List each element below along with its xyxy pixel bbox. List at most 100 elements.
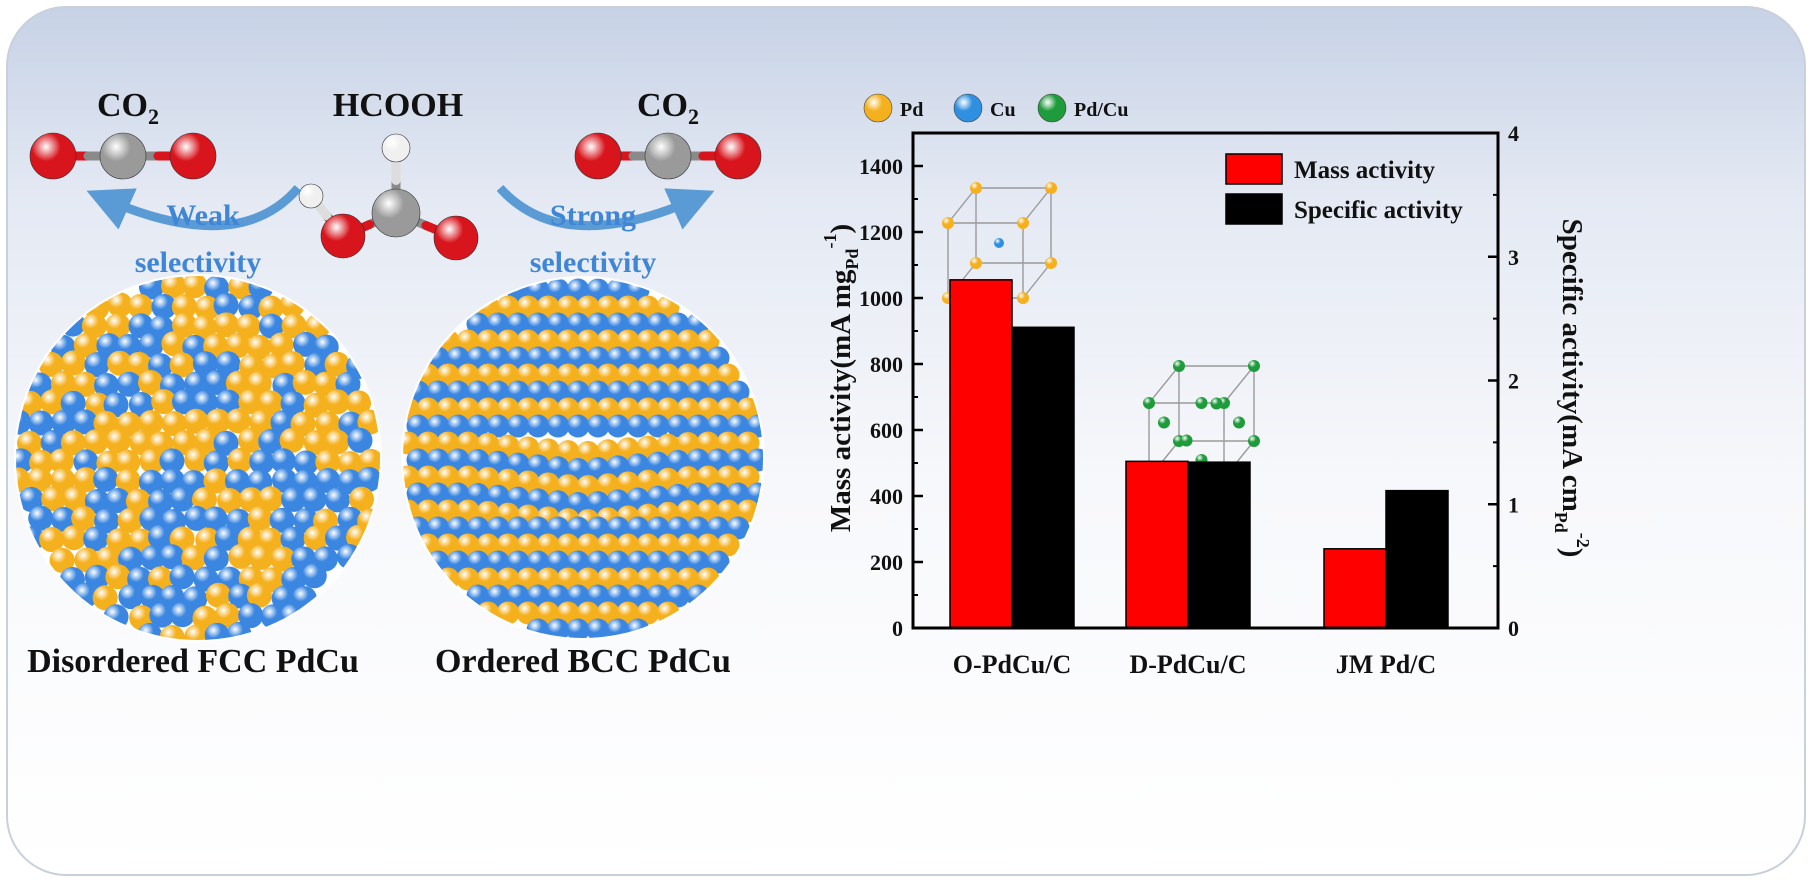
surface-atom — [516, 363, 540, 387]
label-sub: Pd — [842, 249, 862, 270]
surface-atom — [596, 397, 620, 421]
surface-atom — [149, 602, 175, 628]
surface-atom — [626, 516, 650, 540]
surface-atom — [646, 346, 670, 370]
surface-atom — [696, 431, 720, 455]
co2-right-base: CO — [637, 87, 688, 124]
y-tick-label-right: 3 — [1508, 245, 1519, 270]
surface-atom — [486, 584, 510, 608]
surface-atom — [566, 550, 590, 574]
surface-atom — [406, 414, 430, 438]
surface-atom — [596, 329, 620, 353]
surface-atom — [586, 312, 610, 336]
surface-atom — [626, 380, 650, 404]
atom-legend-label-1: Cu — [990, 99, 1016, 121]
surface-atom — [348, 486, 374, 512]
surface-atom — [446, 482, 470, 506]
surface-atom — [51, 409, 77, 435]
surface-atom — [726, 516, 750, 540]
surface-atom — [436, 431, 460, 455]
surface-atom — [403, 431, 420, 455]
surface-atom — [73, 467, 99, 493]
surface-atom — [556, 601, 580, 625]
surface-atom — [616, 397, 640, 421]
surface-atom — [41, 486, 67, 512]
surface-atom — [249, 449, 275, 475]
surface-atom — [676, 363, 700, 387]
surface-atom — [416, 499, 440, 523]
face-center-atom — [1180, 434, 1193, 447]
surface-atom — [666, 516, 690, 540]
co2-left-sub: 2 — [148, 104, 159, 129]
surface-atom — [184, 371, 210, 397]
surface-atom — [127, 293, 153, 319]
surface-atom — [596, 567, 620, 591]
surface-atom — [83, 526, 109, 552]
surface-atom — [107, 350, 133, 376]
surface-atom — [16, 467, 31, 493]
surface-atom — [556, 295, 580, 319]
x-tick-label: O-PdCu/C — [953, 650, 1071, 679]
surface-atom — [116, 371, 142, 397]
surface-atom — [456, 567, 480, 591]
surface-atom — [526, 516, 550, 540]
bar-mass-1 — [1125, 460, 1189, 629]
y-tick-label-left: 1000 — [859, 286, 903, 311]
hydrogen-atom — [381, 133, 411, 163]
surface-atom — [566, 346, 590, 370]
oxygen-atom — [714, 132, 762, 180]
surface-atom — [486, 516, 510, 540]
surface-atom — [706, 346, 730, 370]
surface-atom — [184, 505, 210, 531]
surface-atom — [736, 431, 760, 455]
surface-atom — [486, 312, 510, 336]
surface-atom — [436, 533, 460, 557]
surface-atom — [496, 567, 520, 591]
surface-atom — [746, 414, 763, 438]
surface-atom — [666, 312, 690, 336]
surface-atom — [84, 564, 110, 590]
surface-atom — [246, 334, 272, 360]
atom-cluster — [16, 276, 380, 640]
surface-atom — [169, 564, 195, 590]
surface-atom — [536, 397, 560, 421]
y-tick-label-left: 1200 — [859, 220, 903, 245]
surface-atom — [293, 450, 319, 476]
surface-atom — [466, 516, 490, 540]
surface-atom — [103, 392, 129, 418]
surface-atom — [676, 465, 700, 489]
surface-atom — [696, 397, 720, 421]
surface-atom — [39, 527, 65, 553]
y-tick-label-right: 2 — [1508, 369, 1519, 394]
surface-atom — [546, 414, 570, 438]
surface-atom — [606, 516, 630, 540]
co2-right-sub: 2 — [688, 104, 699, 129]
co2-molecule-right — [574, 132, 762, 180]
surface-atom — [466, 380, 490, 404]
surface-atom — [636, 295, 660, 319]
surface-atom — [107, 292, 133, 318]
surface-atom — [228, 583, 254, 609]
surface-atom — [270, 448, 296, 474]
surface-atom — [686, 516, 710, 540]
surface-atom — [496, 363, 520, 387]
surface-atom — [636, 329, 660, 353]
lattice-atom — [1017, 292, 1029, 304]
surface-atom — [182, 276, 208, 299]
surface-atom — [476, 329, 500, 353]
surface-atom — [576, 601, 600, 625]
surface-atom — [81, 313, 107, 339]
surface-atom — [324, 429, 350, 455]
surface-atom — [576, 295, 600, 319]
surface-atom — [586, 550, 610, 574]
surface-atom — [636, 567, 660, 591]
surface-atom — [191, 487, 217, 513]
surface-atom — [181, 545, 207, 571]
surface-atom — [716, 499, 740, 523]
surface-atom — [616, 601, 640, 625]
surface-atom — [496, 397, 520, 421]
surface-atom — [292, 369, 318, 395]
surface-atom — [586, 278, 610, 302]
oxygen-atom — [574, 132, 622, 180]
y-tick-label-right: 1 — [1508, 492, 1519, 517]
